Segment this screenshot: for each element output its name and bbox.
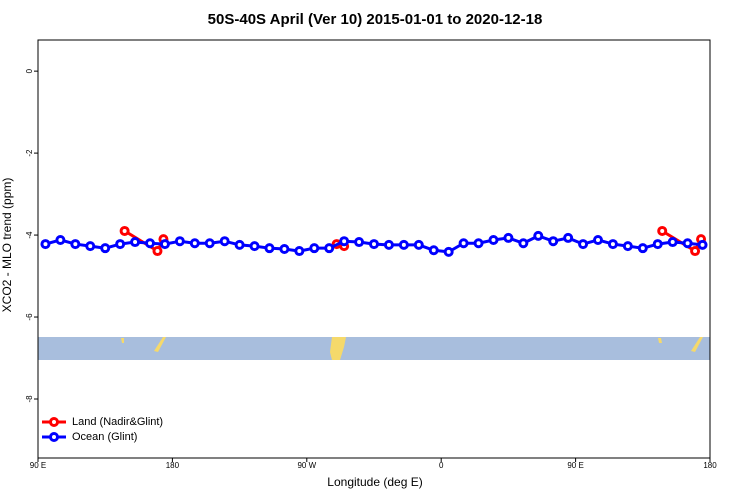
point [383, 239, 394, 250]
point [578, 239, 589, 250]
point [324, 243, 335, 254]
point [152, 246, 163, 257]
point [294, 246, 305, 257]
y-tick-label: -8 [25, 395, 34, 403]
point [55, 234, 66, 245]
point [189, 238, 200, 249]
point [652, 239, 663, 250]
plot-frame [37, 39, 711, 459]
x-tick-label: 0 [439, 461, 444, 470]
point [115, 239, 126, 250]
point [234, 239, 245, 250]
point [100, 243, 111, 254]
map-strip [38, 337, 710, 360]
point [264, 243, 275, 254]
x-tick-label: 90 W [297, 461, 316, 470]
point [398, 239, 409, 250]
point [174, 236, 185, 247]
y-tick-label: -4 [25, 231, 34, 239]
point [219, 236, 230, 247]
point [339, 236, 350, 247]
point [690, 246, 701, 257]
point [637, 243, 648, 254]
point [145, 238, 155, 249]
land-patch [121, 338, 124, 343]
point [488, 234, 499, 245]
y-tick-label: -6 [25, 313, 34, 321]
point [279, 244, 290, 254]
point [548, 236, 559, 247]
point [563, 232, 574, 243]
y-axis-label: XCO2 - MLO trend (ppm) [0, 178, 14, 313]
land-patch [691, 337, 703, 352]
x-tick-label: 180 [703, 461, 717, 470]
x-tick-label: 180 [166, 461, 180, 470]
point [309, 243, 320, 254]
point [593, 234, 603, 245]
x-axis-label: Longitude (deg E) [327, 475, 422, 489]
point [697, 239, 708, 250]
point [622, 241, 633, 252]
point [657, 225, 668, 236]
point [667, 237, 678, 248]
point [533, 230, 544, 241]
y-tick-label: 0 [25, 68, 34, 73]
chart-title: 50S-40S April (Ver 10) 2015-01-01 to 202… [208, 11, 543, 28]
point [458, 238, 469, 249]
legend-marker [49, 432, 59, 442]
point [70, 239, 81, 250]
land-patch [154, 337, 166, 352]
point [473, 238, 484, 249]
point [369, 239, 379, 250]
point [518, 238, 529, 249]
point [130, 237, 141, 248]
point [119, 225, 130, 236]
legend-marker [49, 417, 59, 427]
point [443, 246, 454, 257]
land-patch [330, 337, 346, 360]
legend-label: Land (Nadir&Glint) [72, 416, 163, 428]
point [354, 237, 365, 248]
x-tick-label: 90 E [30, 461, 46, 470]
legend-label: Ocean (Glint) [72, 431, 137, 443]
point [413, 239, 424, 250]
y-tick-label: -2 [25, 149, 34, 157]
point [682, 238, 693, 249]
point [428, 245, 439, 256]
point [607, 239, 618, 250]
ocean-band [38, 337, 710, 360]
point [85, 241, 96, 252]
point [204, 238, 215, 249]
land-patch [658, 338, 662, 343]
point [40, 239, 51, 250]
x-tick-label: 90 E [567, 461, 583, 470]
point [159, 239, 170, 250]
point [503, 232, 514, 243]
point [249, 241, 260, 252]
